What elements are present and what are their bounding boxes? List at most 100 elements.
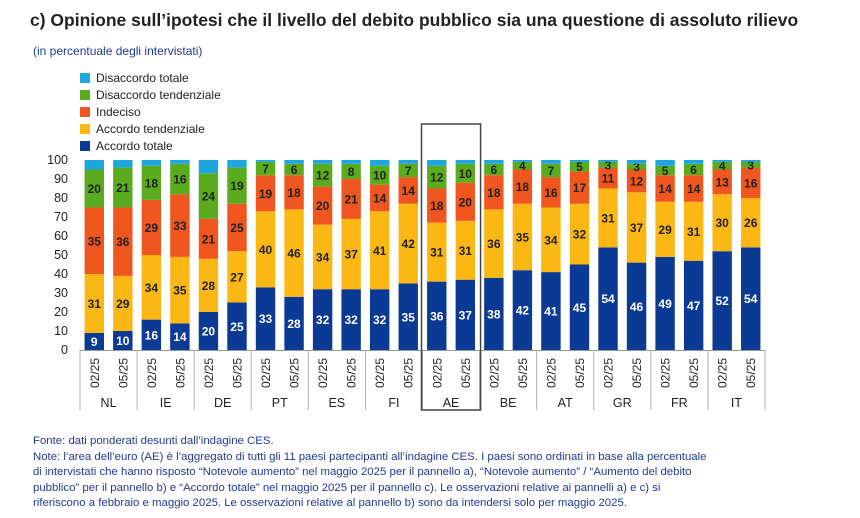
data-label: 16: [173, 173, 187, 187]
y-tick-label: 50: [54, 248, 68, 262]
bar-segment-indeciso: [312, 186, 333, 225]
footnote-line: riferiscono a febbraio e maggio 2025. Le…: [33, 497, 627, 510]
bar-segment-accordo-totale: [341, 289, 361, 350]
bar-segment-indeciso: [227, 203, 247, 252]
bar-segment-accordo-tendenziale: [84, 274, 104, 333]
data-label: 47: [687, 299, 701, 313]
x-tick-label: 02/25: [430, 358, 444, 388]
data-label: 3: [633, 160, 640, 174]
data-label: 21: [344, 192, 358, 206]
bar-segment-indeciso: [369, 184, 390, 212]
bar-segment-accordo-totale: [427, 281, 447, 350]
data-label: 18: [430, 199, 444, 213]
legend-item-indeciso: Indeciso: [80, 103, 221, 120]
data-label: 29: [658, 223, 672, 237]
footnotes: Fonte: dati ponderati desunti dall’indag…: [33, 434, 833, 512]
bar-segment-disaccordo-tendenziale: [255, 161, 276, 176]
bar-segment-accordo-tendenziale: [512, 203, 533, 271]
x-tick-label: 05/25: [459, 358, 473, 388]
bar-segment-disaccordo-tendenziale: [198, 173, 219, 219]
x-tick-label: 02/25: [487, 358, 501, 388]
x-tick-label: 05/25: [230, 358, 244, 388]
data-label: 14: [658, 182, 672, 196]
bar-segment-disaccordo-tendenziale: [398, 163, 418, 178]
data-label: 20: [459, 195, 473, 209]
bar-segment-accordo-totale: [626, 262, 647, 350]
bar-segment-disaccordo-tendenziale: [512, 161, 533, 170]
group-label: AT: [558, 396, 573, 410]
bar-segment-accordo-totale: [683, 260, 704, 350]
bar-segment-accordo-totale: [712, 251, 732, 350]
bar-segment-disaccordo-totale: [626, 160, 647, 164]
data-label: 38: [487, 307, 501, 321]
bar-segment-accordo-totale: [541, 272, 561, 350]
data-label: 7: [548, 164, 555, 178]
x-tick-label: 02/25: [316, 358, 330, 388]
x-tick-label: 05/25: [744, 358, 758, 388]
bar-segment-disaccordo-totale: [598, 160, 618, 162]
data-label: 12: [316, 169, 330, 183]
bar-segment-accordo-tendenziale: [198, 258, 219, 312]
bar-segment-accordo-tendenziale: [170, 256, 190, 324]
bar-segment-indeciso: [455, 182, 476, 221]
group-label: ES: [329, 396, 346, 410]
bar-segment-disaccordo-tendenziale: [683, 163, 704, 176]
bar-segment-disaccordo-totale: [84, 160, 104, 170]
bar-segment-disaccordo-totale: [141, 160, 162, 166]
bar-segment-accordo-tendenziale: [141, 255, 162, 320]
data-label: 28: [287, 317, 301, 331]
data-label: 6: [291, 163, 298, 177]
data-label: 35: [173, 284, 187, 298]
data-label: 32: [373, 313, 387, 327]
x-tick-label: 05/25: [288, 358, 302, 388]
bar-segment-accordo-totale: [655, 256, 675, 350]
data-label: 28: [202, 279, 216, 293]
data-label: 19: [259, 187, 273, 201]
data-label: 26: [744, 216, 758, 230]
bar-segment-accordo-totale: [512, 270, 533, 350]
bar-segment-disaccordo-tendenziale: [170, 163, 190, 195]
data-label: 31: [601, 211, 615, 225]
data-label: 37: [344, 248, 358, 262]
bar-segment-indeciso: [141, 199, 162, 255]
y-tick-label: 80: [54, 191, 68, 205]
bar-segment-disaccordo-tendenziale: [341, 163, 361, 179]
legend-label: Disaccordo totale: [96, 70, 189, 85]
x-tick-label: 02/25: [202, 358, 216, 388]
legend-item-accordo-tendenziale: Accordo tendenziale: [80, 120, 221, 137]
data-label: 18: [516, 180, 530, 194]
chart-subtitle: (in percentuale degli intervistati): [33, 44, 203, 58]
bar-segment-disaccordo-tendenziale: [655, 165, 675, 176]
bar-segment-indeciso: [712, 169, 732, 195]
data-label: 7: [262, 162, 269, 176]
legend: Disaccordo totale Disaccordo tendenziale…: [80, 69, 221, 154]
y-tick-label: 70: [54, 210, 68, 224]
data-label: 54: [601, 292, 615, 306]
bar-segment-disaccordo-tendenziale: [84, 169, 104, 208]
x-tick-label: 02/25: [373, 358, 387, 388]
bar-segment-accordo-totale: [113, 331, 133, 350]
data-label: 41: [544, 305, 558, 319]
bar-segment-disaccordo-totale: [683, 160, 704, 164]
bar-segment-disaccordo-totale: [712, 160, 732, 162]
bar-segment-disaccordo-tendenziale: [569, 161, 590, 172]
bar-segment-accordo-totale: [255, 287, 276, 350]
y-tick-label: 0: [61, 343, 68, 357]
data-label: 27: [230, 270, 244, 284]
bar-segment-indeciso: [569, 171, 590, 204]
data-label: 35: [88, 234, 102, 248]
legend-item-accordo-totale: Accordo totale: [80, 137, 221, 154]
bar-segment-indeciso: [398, 177, 418, 204]
data-label: 36: [487, 237, 501, 251]
group-label: NL: [101, 396, 117, 410]
data-label: 16: [744, 176, 758, 190]
bar-segment-accordo-totale: [741, 247, 761, 350]
highlight-box: [420, 123, 482, 411]
x-tick-label: 02/25: [88, 358, 102, 388]
data-label: 37: [630, 221, 644, 235]
footnote-line: pubblico” per il pannello b) e “Accordo …: [33, 481, 661, 494]
bar-segment-accordo-totale: [484, 277, 504, 350]
bar-segment-accordo-tendenziale: [398, 203, 418, 284]
bar-segment-disaccordo-tendenziale: [141, 165, 162, 200]
bar-segment-disaccordo-totale: [170, 160, 190, 164]
